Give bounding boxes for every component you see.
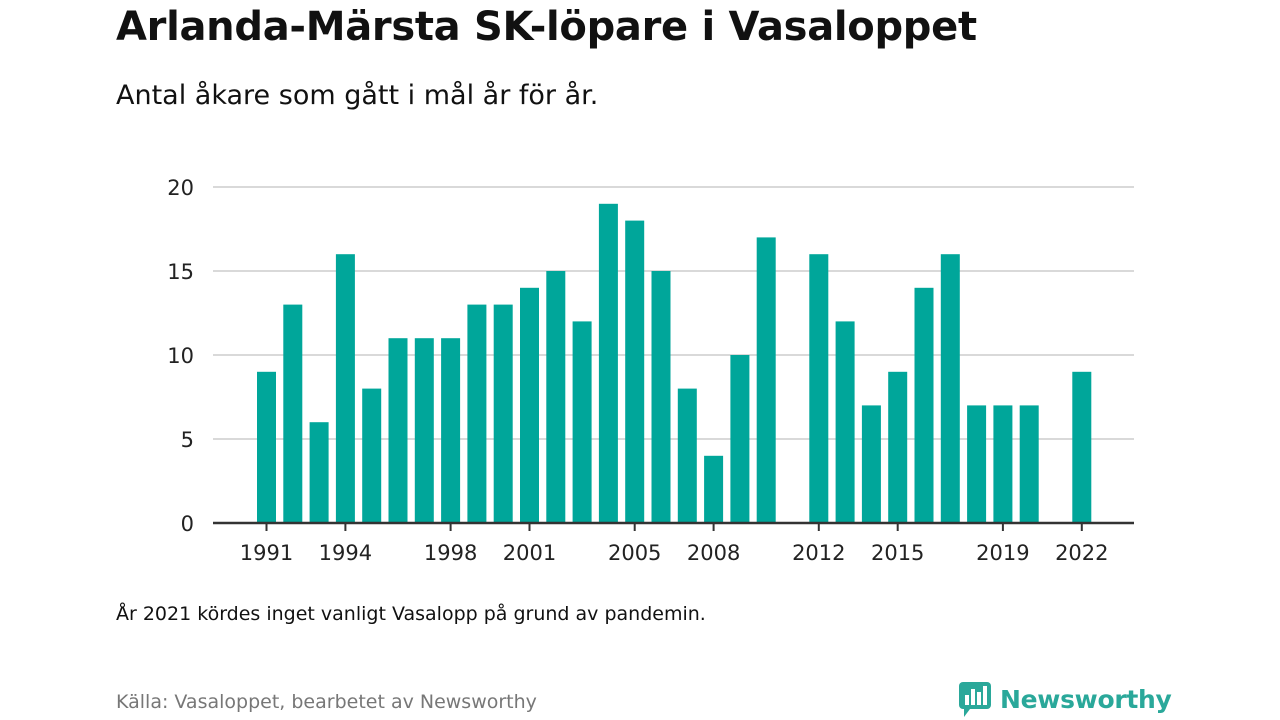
- x-tick-label: 2019: [976, 541, 1029, 565]
- bar: [888, 371, 908, 523]
- x-tick-label: 1998: [424, 541, 477, 565]
- bar: [572, 321, 592, 523]
- bar: [1019, 405, 1039, 523]
- y-tick-label: 15: [167, 260, 194, 284]
- bar: [730, 355, 750, 523]
- bar: [1072, 371, 1092, 523]
- x-tick-label: 2012: [792, 541, 845, 565]
- x-tick-label: 1991: [240, 541, 293, 565]
- bar: [940, 254, 960, 523]
- newsworthy-logo: Newsworthy: [958, 680, 1172, 718]
- bar: [756, 237, 776, 523]
- brand-name: Newsworthy: [1000, 684, 1172, 714]
- bar: [809, 254, 829, 523]
- bar: [861, 405, 881, 523]
- bar: [467, 304, 487, 523]
- bar: [388, 338, 408, 523]
- newsworthy-bar-chart-icon: [959, 682, 991, 717]
- bar: [625, 220, 645, 523]
- footnote: År 2021 kördes inget vanligt Vasalopp på…: [116, 603, 706, 625]
- x-tick-label: 2001: [503, 541, 556, 565]
- bar: [993, 405, 1013, 523]
- bar: [677, 388, 697, 523]
- bar: [520, 287, 539, 523]
- bar: [704, 455, 724, 523]
- bar: [257, 371, 276, 523]
- bar: [441, 338, 461, 523]
- bar: [651, 271, 671, 523]
- y-tick-label: 5: [181, 428, 194, 452]
- bar: [335, 254, 355, 523]
- bar: [362, 388, 382, 523]
- bar-chart: 0 5 10 15 20 1991 1994 1998 2001 2005 2008 2012 201…: [167, 176, 1134, 565]
- bar: [283, 304, 303, 523]
- chart-subtitle: Antal åkare som gått i mål år för år.: [116, 80, 599, 111]
- y-tick-label: 0: [181, 512, 194, 536]
- bar: [414, 338, 434, 523]
- x-tick-label: 1994: [319, 541, 372, 565]
- bar: [835, 321, 855, 523]
- source-credit: Källa: Vasaloppet, bearbetet av Newswort…: [116, 691, 537, 713]
- bar: [967, 405, 987, 523]
- x-axis-ticks: 1991 1994 1998 2001 2005 2008 2012 2015 2019 2022: [240, 523, 1109, 565]
- bars: [257, 203, 1092, 524]
- bar: [309, 422, 329, 523]
- y-tick-label: 10: [167, 344, 194, 368]
- bar: [546, 271, 566, 523]
- x-tick-label: 2008: [687, 541, 740, 565]
- x-tick-label: 2022: [1055, 541, 1108, 565]
- bar: [914, 287, 934, 523]
- y-axis-ticks: 0 5 10 15 20: [167, 176, 194, 536]
- chart-title: Arlanda-Märsta SK-löpare i Vasaloppet: [116, 4, 977, 50]
- x-tick-label: 2015: [871, 541, 924, 565]
- y-tick-label: 20: [167, 176, 194, 200]
- x-tick-label: 2005: [608, 541, 661, 565]
- bar: [493, 304, 513, 523]
- bar: [598, 203, 618, 524]
